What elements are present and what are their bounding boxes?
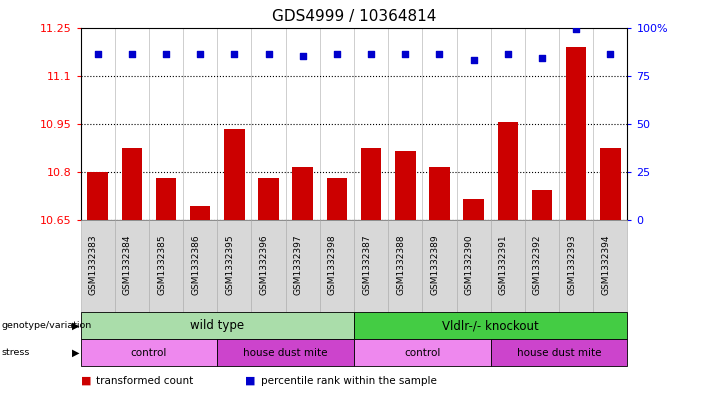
Point xyxy=(126,51,137,58)
Text: ▶: ▶ xyxy=(72,347,79,358)
Text: GSM1332383: GSM1332383 xyxy=(89,234,97,295)
Text: house dust mite: house dust mite xyxy=(243,347,328,358)
Text: GSM1332398: GSM1332398 xyxy=(328,234,337,295)
Text: transformed count: transformed count xyxy=(96,376,193,386)
Title: GDS4999 / 10364814: GDS4999 / 10364814 xyxy=(272,9,436,24)
Point xyxy=(161,51,172,58)
Point xyxy=(92,51,103,58)
Text: Vldlr-/- knockout: Vldlr-/- knockout xyxy=(442,319,539,332)
Bar xyxy=(224,129,245,220)
Bar xyxy=(122,148,142,220)
Bar xyxy=(156,178,176,220)
Text: wild type: wild type xyxy=(190,319,245,332)
Point xyxy=(502,51,513,58)
Text: GSM1332387: GSM1332387 xyxy=(362,234,371,295)
Text: house dust mite: house dust mite xyxy=(517,347,601,358)
Bar xyxy=(498,122,518,220)
Text: GSM1332391: GSM1332391 xyxy=(499,234,508,295)
Point xyxy=(400,51,411,58)
Text: GSM1332389: GSM1332389 xyxy=(430,234,440,295)
Text: GSM1332388: GSM1332388 xyxy=(396,234,405,295)
Text: control: control xyxy=(131,347,167,358)
Point xyxy=(195,51,206,58)
Bar xyxy=(292,167,313,220)
Text: GSM1332396: GSM1332396 xyxy=(259,234,268,295)
Text: percentile rank within the sample: percentile rank within the sample xyxy=(261,376,437,386)
Bar xyxy=(258,178,279,220)
Point xyxy=(434,51,445,58)
Point xyxy=(365,51,376,58)
Bar xyxy=(566,47,586,220)
Text: GSM1332392: GSM1332392 xyxy=(533,234,542,295)
Text: ▶: ▶ xyxy=(72,321,79,331)
Bar xyxy=(463,199,484,220)
Point xyxy=(605,51,616,58)
Text: control: control xyxy=(404,347,440,358)
Bar xyxy=(600,148,620,220)
Text: GSM1332390: GSM1332390 xyxy=(465,234,474,295)
Point xyxy=(332,51,343,58)
Text: genotype/variation: genotype/variation xyxy=(1,321,92,330)
Bar xyxy=(361,148,381,220)
Text: stress: stress xyxy=(1,348,29,357)
Point xyxy=(536,55,547,61)
Text: GSM1332394: GSM1332394 xyxy=(601,234,611,295)
Text: GSM1332395: GSM1332395 xyxy=(226,234,234,295)
Text: GSM1332385: GSM1332385 xyxy=(157,234,166,295)
Point xyxy=(263,51,274,58)
Text: GSM1332384: GSM1332384 xyxy=(123,234,132,295)
Text: GSM1332397: GSM1332397 xyxy=(294,234,303,295)
Bar xyxy=(88,172,108,220)
Point xyxy=(571,26,582,33)
Bar xyxy=(531,189,552,220)
Bar xyxy=(190,206,210,220)
Point xyxy=(468,57,479,63)
Text: GSM1332393: GSM1332393 xyxy=(567,234,576,295)
Point xyxy=(297,53,308,59)
Point xyxy=(229,51,240,58)
Text: ■: ■ xyxy=(245,376,256,386)
Bar xyxy=(429,167,450,220)
Bar xyxy=(395,151,416,220)
Text: GSM1332386: GSM1332386 xyxy=(191,234,200,295)
Bar xyxy=(327,178,347,220)
Text: ■: ■ xyxy=(81,376,91,386)
